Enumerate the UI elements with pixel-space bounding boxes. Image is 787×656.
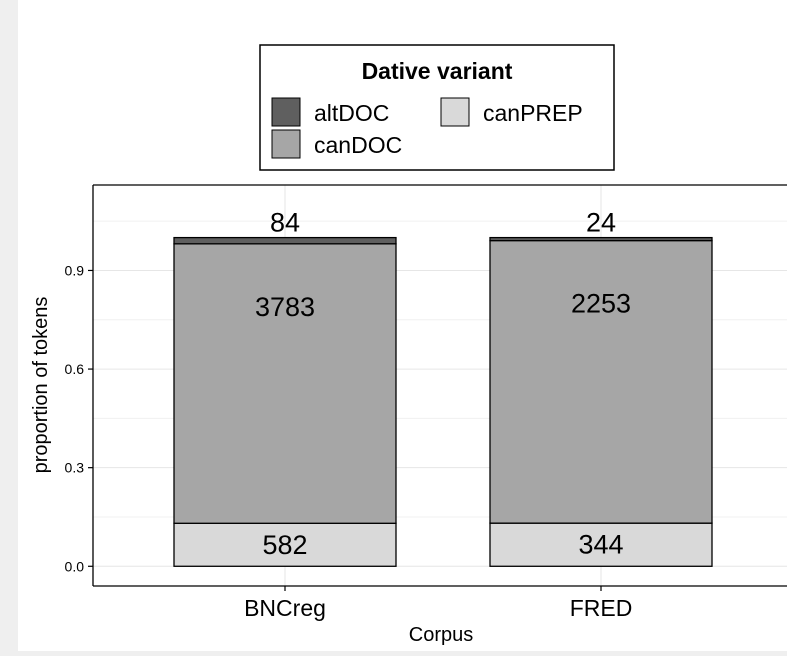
plot-area: 582 3783 84 344 2253 24 0.0 0.3 0.6 0.9 BNCreg FRE… [65, 184, 787, 621]
bar-FRED-altDOC [489, 236, 713, 242]
legend-label-canDOC: canDOC [314, 132, 402, 158]
bar-FRED-canDOC [489, 239, 713, 524]
legend-box [259, 44, 615, 171]
data-labels: 582 3783 84 344 2253 24 [255, 208, 631, 560]
legend: Dative variant altDOC canDOC canPREP [259, 44, 615, 171]
bar-BNCreg-altDOC [173, 236, 397, 245]
bars [173, 236, 713, 567]
y-tick-label: 0.6 [65, 361, 85, 377]
data-label-FRED-canDOC: 2253 [571, 289, 631, 319]
bar-BNCreg-canDOC [173, 243, 397, 524]
legend-key-canPREP [440, 97, 470, 127]
axes: 0.0 0.3 0.6 0.9 BNCreg FRED [65, 184, 787, 621]
data-label-FRED-altDOC: 24 [586, 208, 616, 238]
legend-key-canDOC [271, 129, 301, 159]
legend-key-altDOC [271, 97, 301, 127]
y-tick-label: 0.3 [65, 460, 85, 476]
legend-label-altDOC: altDOC [314, 100, 389, 126]
x-axis-title: Corpus [409, 624, 473, 646]
chart-frame: Dative variant altDOC canDOC canPREP 582… [18, 0, 787, 651]
y-tick-label: 0.9 [65, 262, 85, 278]
bar-FRED-canPREP [489, 522, 713, 567]
legend-label-canPREP: canPREP [483, 100, 583, 126]
data-label-BNCreg-canDOC: 3783 [255, 292, 315, 322]
y-axis-title: proportion of tokens [30, 297, 52, 474]
legend-title: Dative variant [362, 58, 513, 84]
data-label-BNCreg-altDOC: 84 [270, 208, 300, 238]
data-label-FRED-canPREP: 344 [578, 530, 623, 560]
y-tick-label: 0.0 [65, 558, 85, 574]
data-label-BNCreg-canPREP: 582 [262, 530, 307, 560]
stacked-bar-chart: Dative variant altDOC canDOC canPREP 582… [30, 44, 787, 646]
x-tick-label-FRED: FRED [570, 595, 633, 621]
x-tick-label-BNCreg: BNCreg [244, 595, 326, 621]
bar-BNCreg-canPREP [173, 522, 397, 567]
